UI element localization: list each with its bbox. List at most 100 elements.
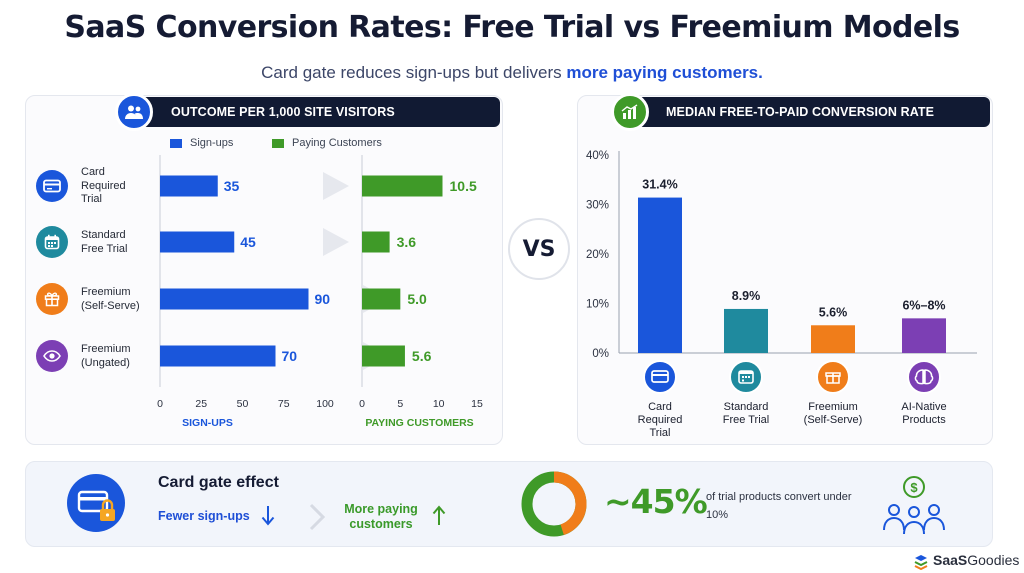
bar-chart-icon bbox=[611, 93, 649, 131]
y-tick-label: 30% bbox=[586, 200, 609, 212]
signups-tick-label: 75 bbox=[278, 398, 290, 410]
signups-bar bbox=[160, 345, 276, 367]
outcome-panel-header: OUTCOME PER 1,000 SITE VISITORS bbox=[123, 97, 500, 127]
category-label: (Self-Serve) bbox=[804, 414, 863, 426]
conversion-donut bbox=[521, 471, 587, 537]
conversion-bar bbox=[724, 308, 768, 353]
vs-badge: VS bbox=[508, 218, 570, 280]
legend-label-paying: Paying Customers bbox=[292, 137, 382, 149]
card-icon bbox=[643, 360, 677, 394]
page-title: SaaS Conversion Rates: Free Trial vs Fre… bbox=[64, 10, 960, 45]
more-paying-label: More paying customers bbox=[344, 502, 418, 531]
conversion-bar-label: 5.6% bbox=[819, 305, 848, 319]
category-label: Standard bbox=[724, 401, 769, 413]
row-label-freemium-self-serve: Freemium (Self-Serve) bbox=[81, 286, 140, 313]
y-tick-label: 10% bbox=[586, 299, 609, 311]
conversion-panel-header: MEDIAN FREE-TO-PAID CONVERSION RATE bbox=[618, 97, 990, 127]
category-label: Card bbox=[648, 401, 672, 413]
row-label-line: (Self-Serve) bbox=[81, 299, 140, 312]
legend-label-signups: Sign-ups bbox=[190, 137, 234, 149]
legend-signups: Sign-ups bbox=[170, 137, 233, 149]
paying-axis-title: PAYING CUSTOMERS bbox=[365, 417, 473, 429]
paying-tick-label: 0 bbox=[359, 398, 365, 410]
paying-bar-label: 5.6 bbox=[412, 348, 432, 364]
signups-bar-label: 45 bbox=[240, 234, 256, 250]
row-label-line: Freemium bbox=[81, 286, 131, 298]
flow-arrow-icon bbox=[323, 228, 349, 256]
row-label-line: (Ungated) bbox=[81, 356, 130, 369]
conversion-bar bbox=[811, 325, 855, 353]
paying-bar bbox=[362, 175, 443, 197]
y-tick-label: 40% bbox=[586, 150, 609, 162]
paying-bar bbox=[362, 345, 405, 367]
donut-segment bbox=[521, 471, 587, 537]
conversion-bar-label: 31.4% bbox=[642, 178, 677, 192]
y-tick-label: 20% bbox=[586, 249, 609, 261]
conversion-bar-label: 8.9% bbox=[732, 289, 761, 303]
signups-bar-label: 35 bbox=[224, 178, 240, 194]
legend-swatch-paying bbox=[272, 138, 284, 148]
signups-tick-label: 100 bbox=[316, 398, 334, 410]
signups-bar-label: 90 bbox=[315, 291, 331, 307]
gift-icon bbox=[816, 360, 850, 394]
row-label-card-required: Card Required Trial bbox=[81, 166, 126, 207]
category-label: Required bbox=[638, 414, 683, 426]
y-tick-label: 0% bbox=[592, 348, 609, 360]
page-subtitle: Card gate reduces sign-ups but delivers … bbox=[261, 63, 763, 82]
calendar-icon bbox=[729, 360, 763, 394]
eye-icon bbox=[36, 340, 68, 372]
row-label-standard-trial: Standard Free Trial bbox=[81, 229, 127, 256]
row-label-line: Trial bbox=[81, 193, 102, 205]
calendar-icon bbox=[36, 226, 68, 258]
arrow-up-icon bbox=[432, 505, 446, 525]
card-icon bbox=[36, 170, 68, 202]
paying-bar bbox=[362, 231, 390, 253]
row-label-line: Card bbox=[81, 166, 105, 178]
brand-logo-icon bbox=[914, 555, 928, 570]
category-label: AI-Native bbox=[901, 401, 946, 413]
brain-icon bbox=[907, 360, 941, 394]
conversion-bar bbox=[638, 197, 682, 353]
category-label: Free Trial bbox=[723, 414, 769, 426]
category-label: Products bbox=[902, 414, 946, 426]
card-gate-panel bbox=[25, 461, 993, 547]
signups-bar bbox=[160, 231, 235, 253]
row-label-line: Free Trial bbox=[81, 242, 128, 255]
users-icon bbox=[115, 93, 153, 131]
card-icon-badge bbox=[643, 360, 677, 394]
signups-tick-label: 25 bbox=[195, 398, 207, 410]
row-label-line: Freemium bbox=[81, 343, 131, 355]
fewer-signups-label: Fewer sign-ups bbox=[158, 509, 250, 523]
category-label: Trial bbox=[650, 427, 671, 439]
signups-bar-label: 70 bbox=[282, 348, 298, 364]
brand-name: SaaSGoodies bbox=[933, 552, 1020, 568]
stat-note: of trial products convert under 10% bbox=[706, 491, 852, 521]
legend-paying: Paying Customers bbox=[272, 137, 382, 149]
chevron-right-icon bbox=[309, 503, 326, 531]
row-label-line: Required bbox=[81, 179, 126, 192]
gift-icon bbox=[36, 283, 68, 315]
legend-swatch-signups bbox=[170, 138, 182, 148]
conversion-bar bbox=[902, 318, 946, 353]
signups-bar bbox=[160, 288, 309, 310]
paying-tick-label: 5 bbox=[397, 398, 403, 410]
paying-users-icon: $ bbox=[883, 476, 945, 535]
paying-bar-label: 5.0 bbox=[407, 291, 427, 307]
category-label: Freemium bbox=[808, 401, 858, 413]
signups-tick-label: 0 bbox=[157, 398, 163, 410]
paying-tick-label: 15 bbox=[471, 398, 483, 410]
paying-bar-label: 3.6 bbox=[397, 234, 417, 250]
big-stat: ~45% bbox=[604, 482, 708, 521]
paying-bar-label: 10.5 bbox=[450, 178, 477, 194]
row-label-line: Standard bbox=[81, 229, 126, 241]
card-gate-title: Card gate effect bbox=[158, 474, 279, 491]
outcome-panel-title: OUTCOME PER 1,000 SITE VISITORS bbox=[171, 105, 395, 119]
conversion-bar-label: 6%–8% bbox=[902, 298, 945, 312]
signups-bar bbox=[160, 175, 218, 197]
svg-text:$: $ bbox=[910, 480, 918, 495]
card-lock-icon bbox=[67, 474, 125, 532]
paying-bar bbox=[362, 288, 401, 310]
flow-arrow-icon bbox=[323, 172, 349, 200]
outcome-panel bbox=[25, 95, 503, 445]
